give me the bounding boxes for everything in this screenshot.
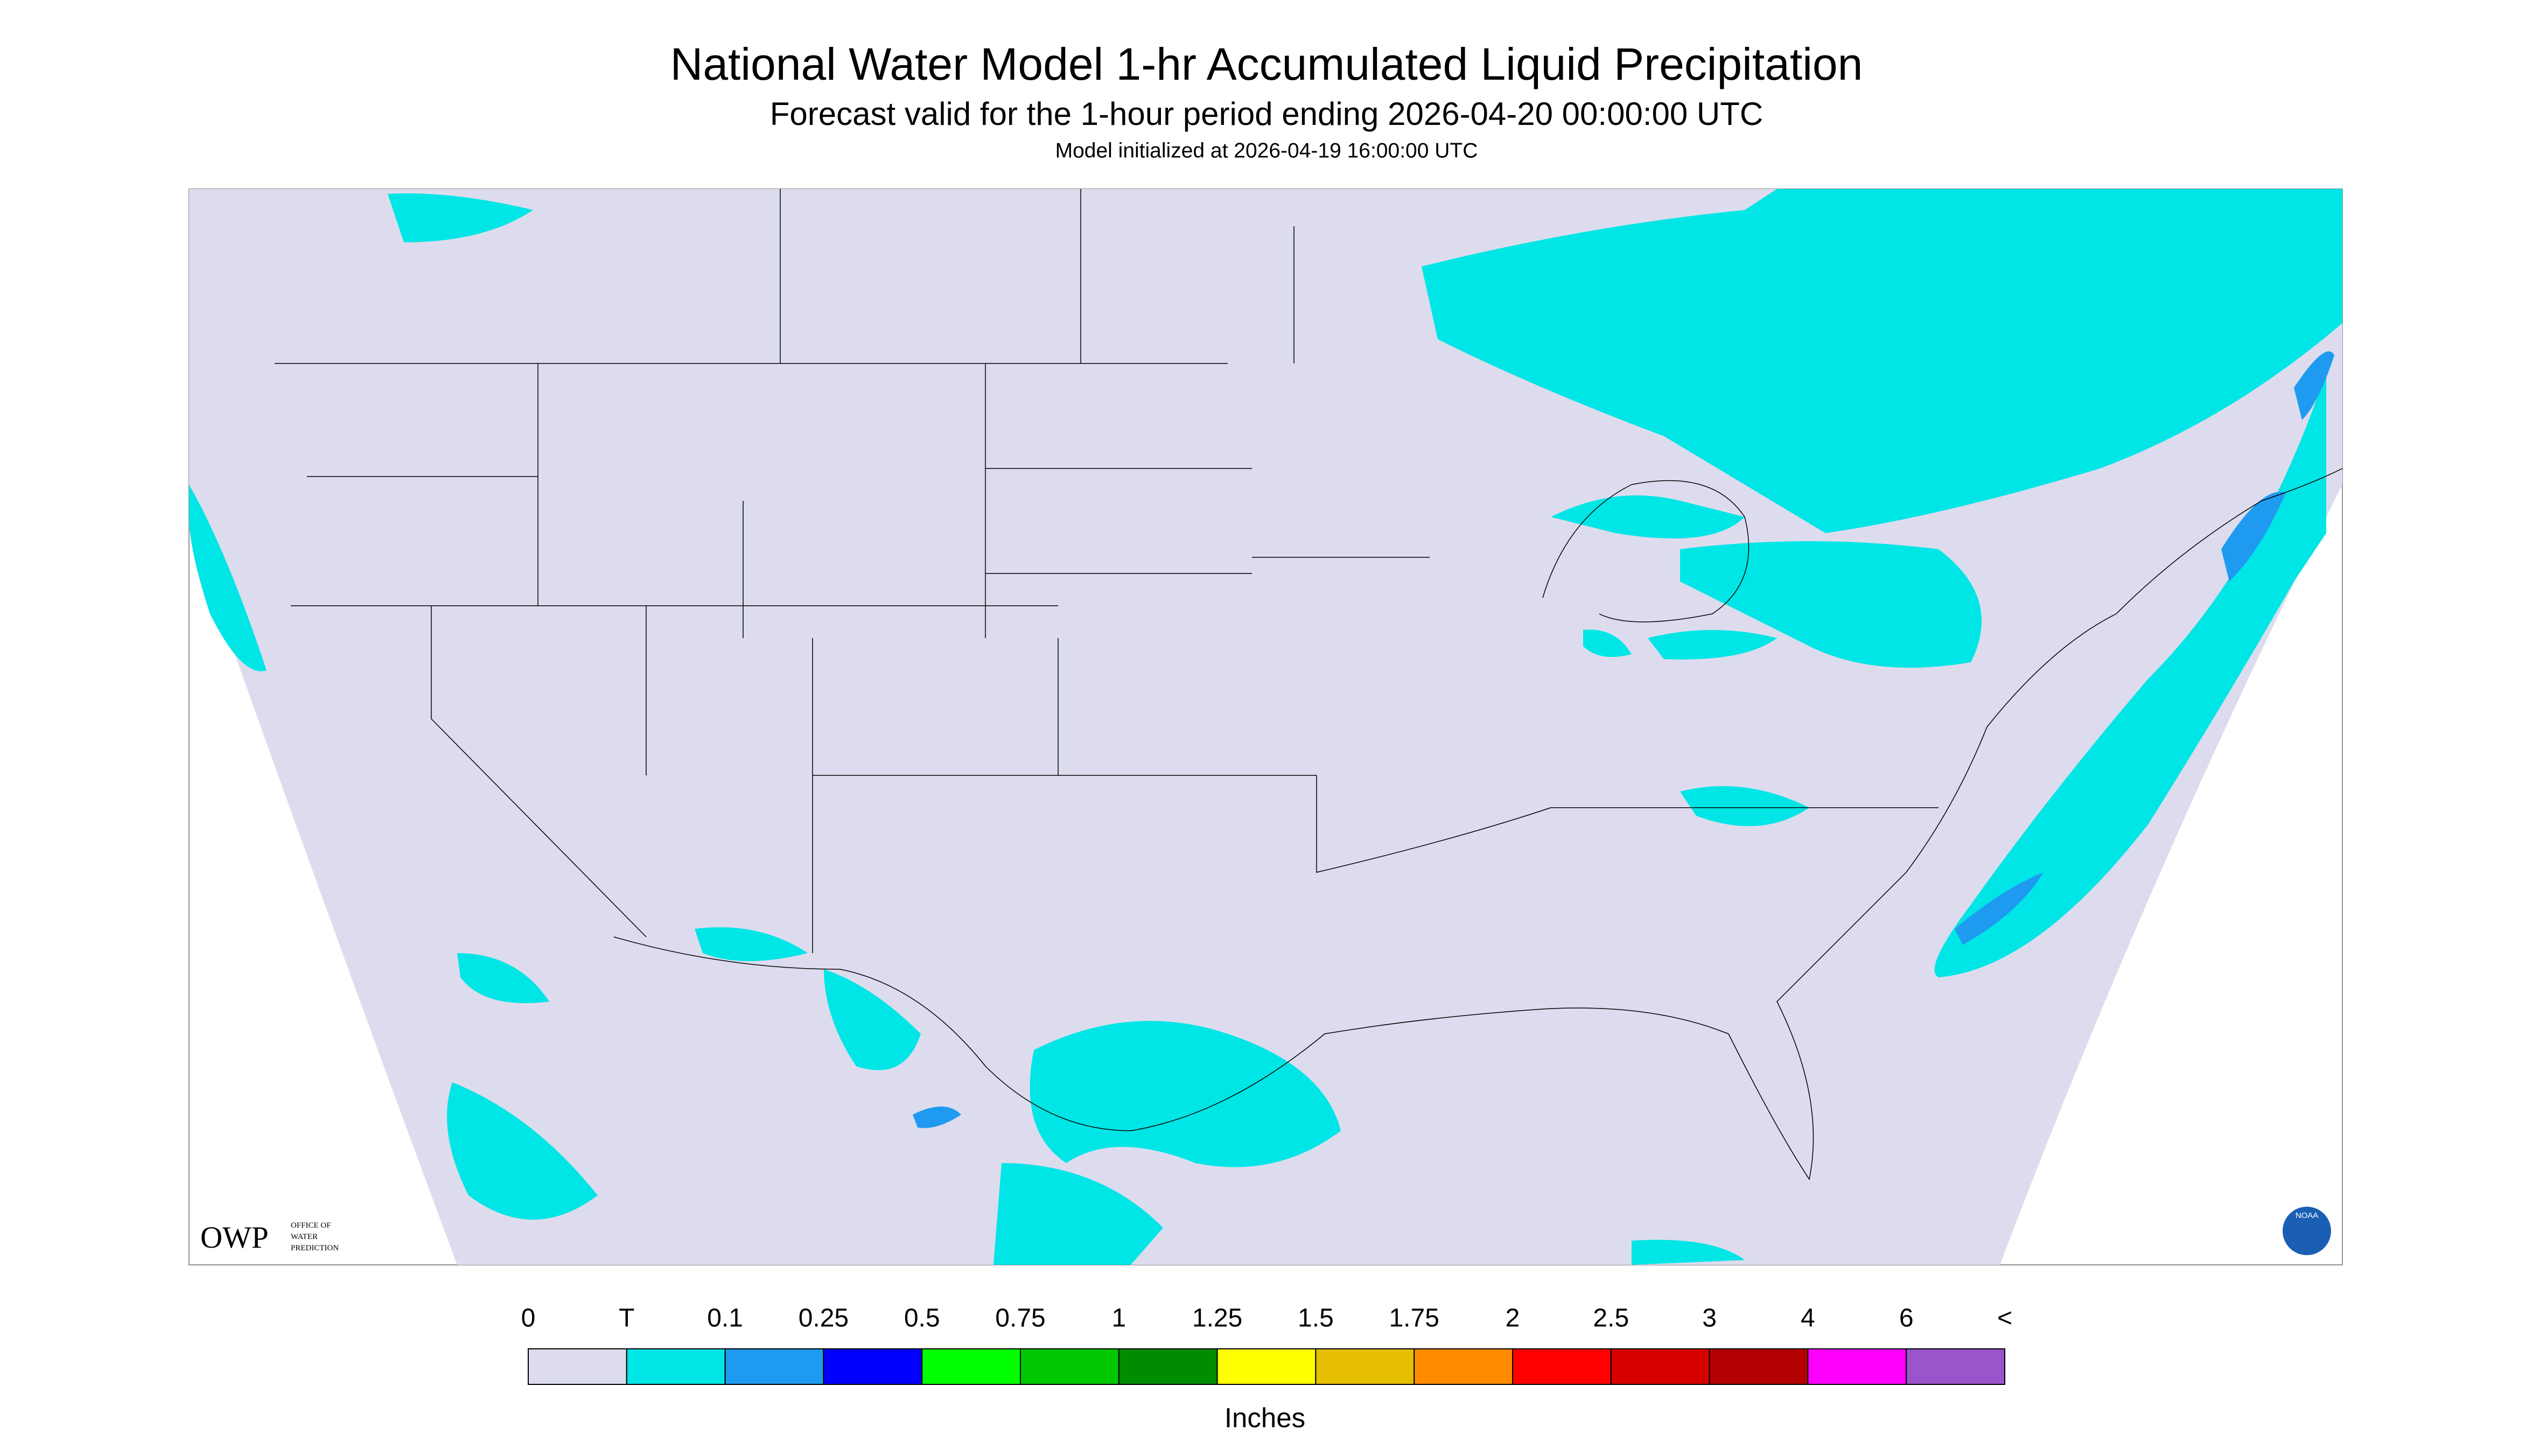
legend-swatch	[1315, 1348, 1415, 1385]
legend-label: 2.5	[1593, 1304, 1629, 1333]
precip-heavier	[913, 351, 2334, 1128]
legend-label: 0.25	[799, 1304, 849, 1333]
legend-swatch	[626, 1348, 726, 1385]
legend-label: 2	[1506, 1304, 1520, 1333]
owp-line: OFFICE OF	[291, 1221, 331, 1230]
owp-line: WATER	[291, 1233, 318, 1241]
legend-label: <	[1997, 1304, 2012, 1333]
legend-label: 0.5	[904, 1304, 940, 1333]
legend-swatch	[1709, 1348, 1809, 1385]
title: National Water Model 1-hr Accumulated Li…	[670, 39, 1863, 89]
owp-line: PREDICTION	[291, 1244, 339, 1252]
init-time: Model initialized at 2026-04-19 16:00:00…	[1055, 139, 1478, 162]
legend-swatch	[1610, 1348, 1710, 1385]
legend-label: 1.25	[1192, 1304, 1242, 1333]
legend-swatch	[528, 1348, 627, 1385]
noaa-text: NOAA	[2296, 1211, 2319, 1220]
boundaries	[275, 189, 2343, 1180]
legend-swatch	[1118, 1348, 1218, 1385]
legend-label: 1.5	[1298, 1304, 1334, 1333]
legend-label: T	[619, 1304, 634, 1333]
legend-label: 0.75	[995, 1304, 1045, 1333]
legend-label: 3	[1702, 1304, 1717, 1333]
legend-swatch	[1020, 1348, 1119, 1385]
legend-label: 1.75	[1389, 1304, 1439, 1333]
legend-units: Inches	[1224, 1402, 1305, 1433]
legend-swatch	[921, 1348, 1021, 1385]
noaa-logo	[2283, 1207, 2331, 1255]
legend-swatch	[1807, 1348, 1907, 1385]
legend-swatch	[1512, 1348, 1612, 1385]
legend-swatch	[1414, 1348, 1513, 1385]
legend-swatch	[823, 1348, 923, 1385]
legend: 0 T 0.1 0.25 0.5 0.75 1 1.25 1.5 1.75 2 2.5 3 4 6 <	[521, 1304, 2012, 1385]
legend-swatch	[724, 1348, 824, 1385]
precip-areas	[189, 189, 2342, 1265]
legend-label: 1	[1111, 1304, 1126, 1333]
legend-label: 0	[521, 1304, 536, 1333]
map: OWP OFFICE OF WATER PREDICTION NOAA	[188, 188, 2343, 1265]
legend-label: 6	[1899, 1304, 1914, 1333]
legend-swatch	[1216, 1348, 1317, 1385]
legend-swatch	[1906, 1348, 2005, 1385]
subtitle: Forecast valid for the 1-hour period end…	[770, 96, 1763, 132]
owp-logo: OWP	[200, 1221, 269, 1255]
legend-label: 0.1	[707, 1304, 743, 1333]
legend-label: 4	[1801, 1304, 1815, 1333]
